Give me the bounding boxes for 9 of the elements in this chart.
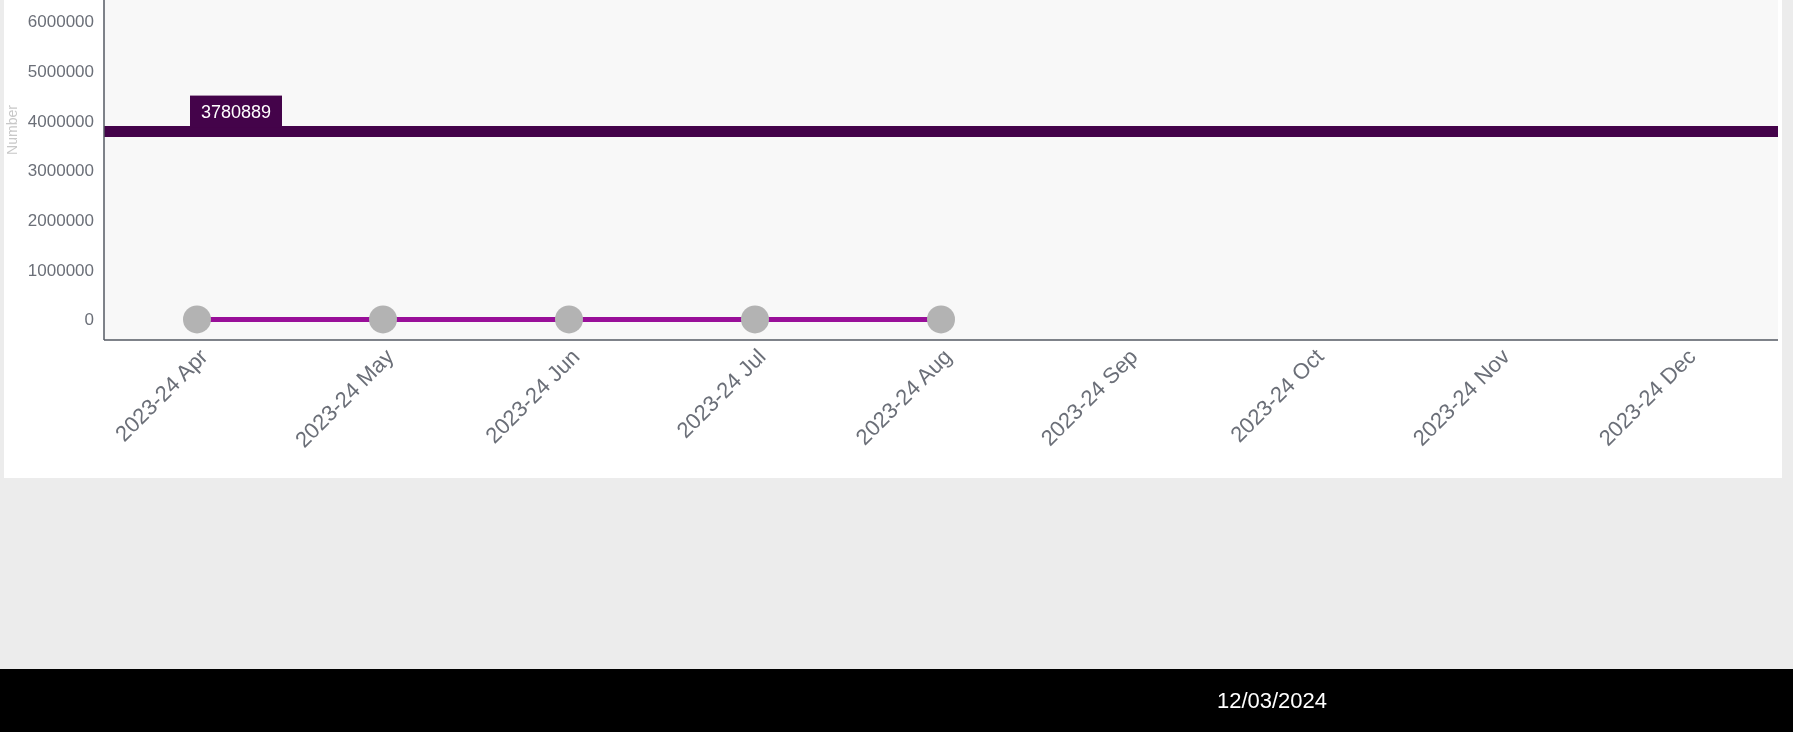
ref-line-label: 3780889 [200, 101, 272, 122]
y-tick-label: 3000000 [27, 161, 94, 181]
y-tick-label: 1000000 [27, 260, 94, 280]
y-tick-label: 0 [84, 310, 94, 330]
text: 12/03/2024 [1216, 687, 1328, 713]
y-tick-label: 6000000 [27, 12, 94, 32]
y-tick-label: 5000000 [27, 61, 94, 81]
y-tick-label: 4000000 [27, 111, 94, 131]
y-tick-label: 2000000 [27, 210, 94, 230]
